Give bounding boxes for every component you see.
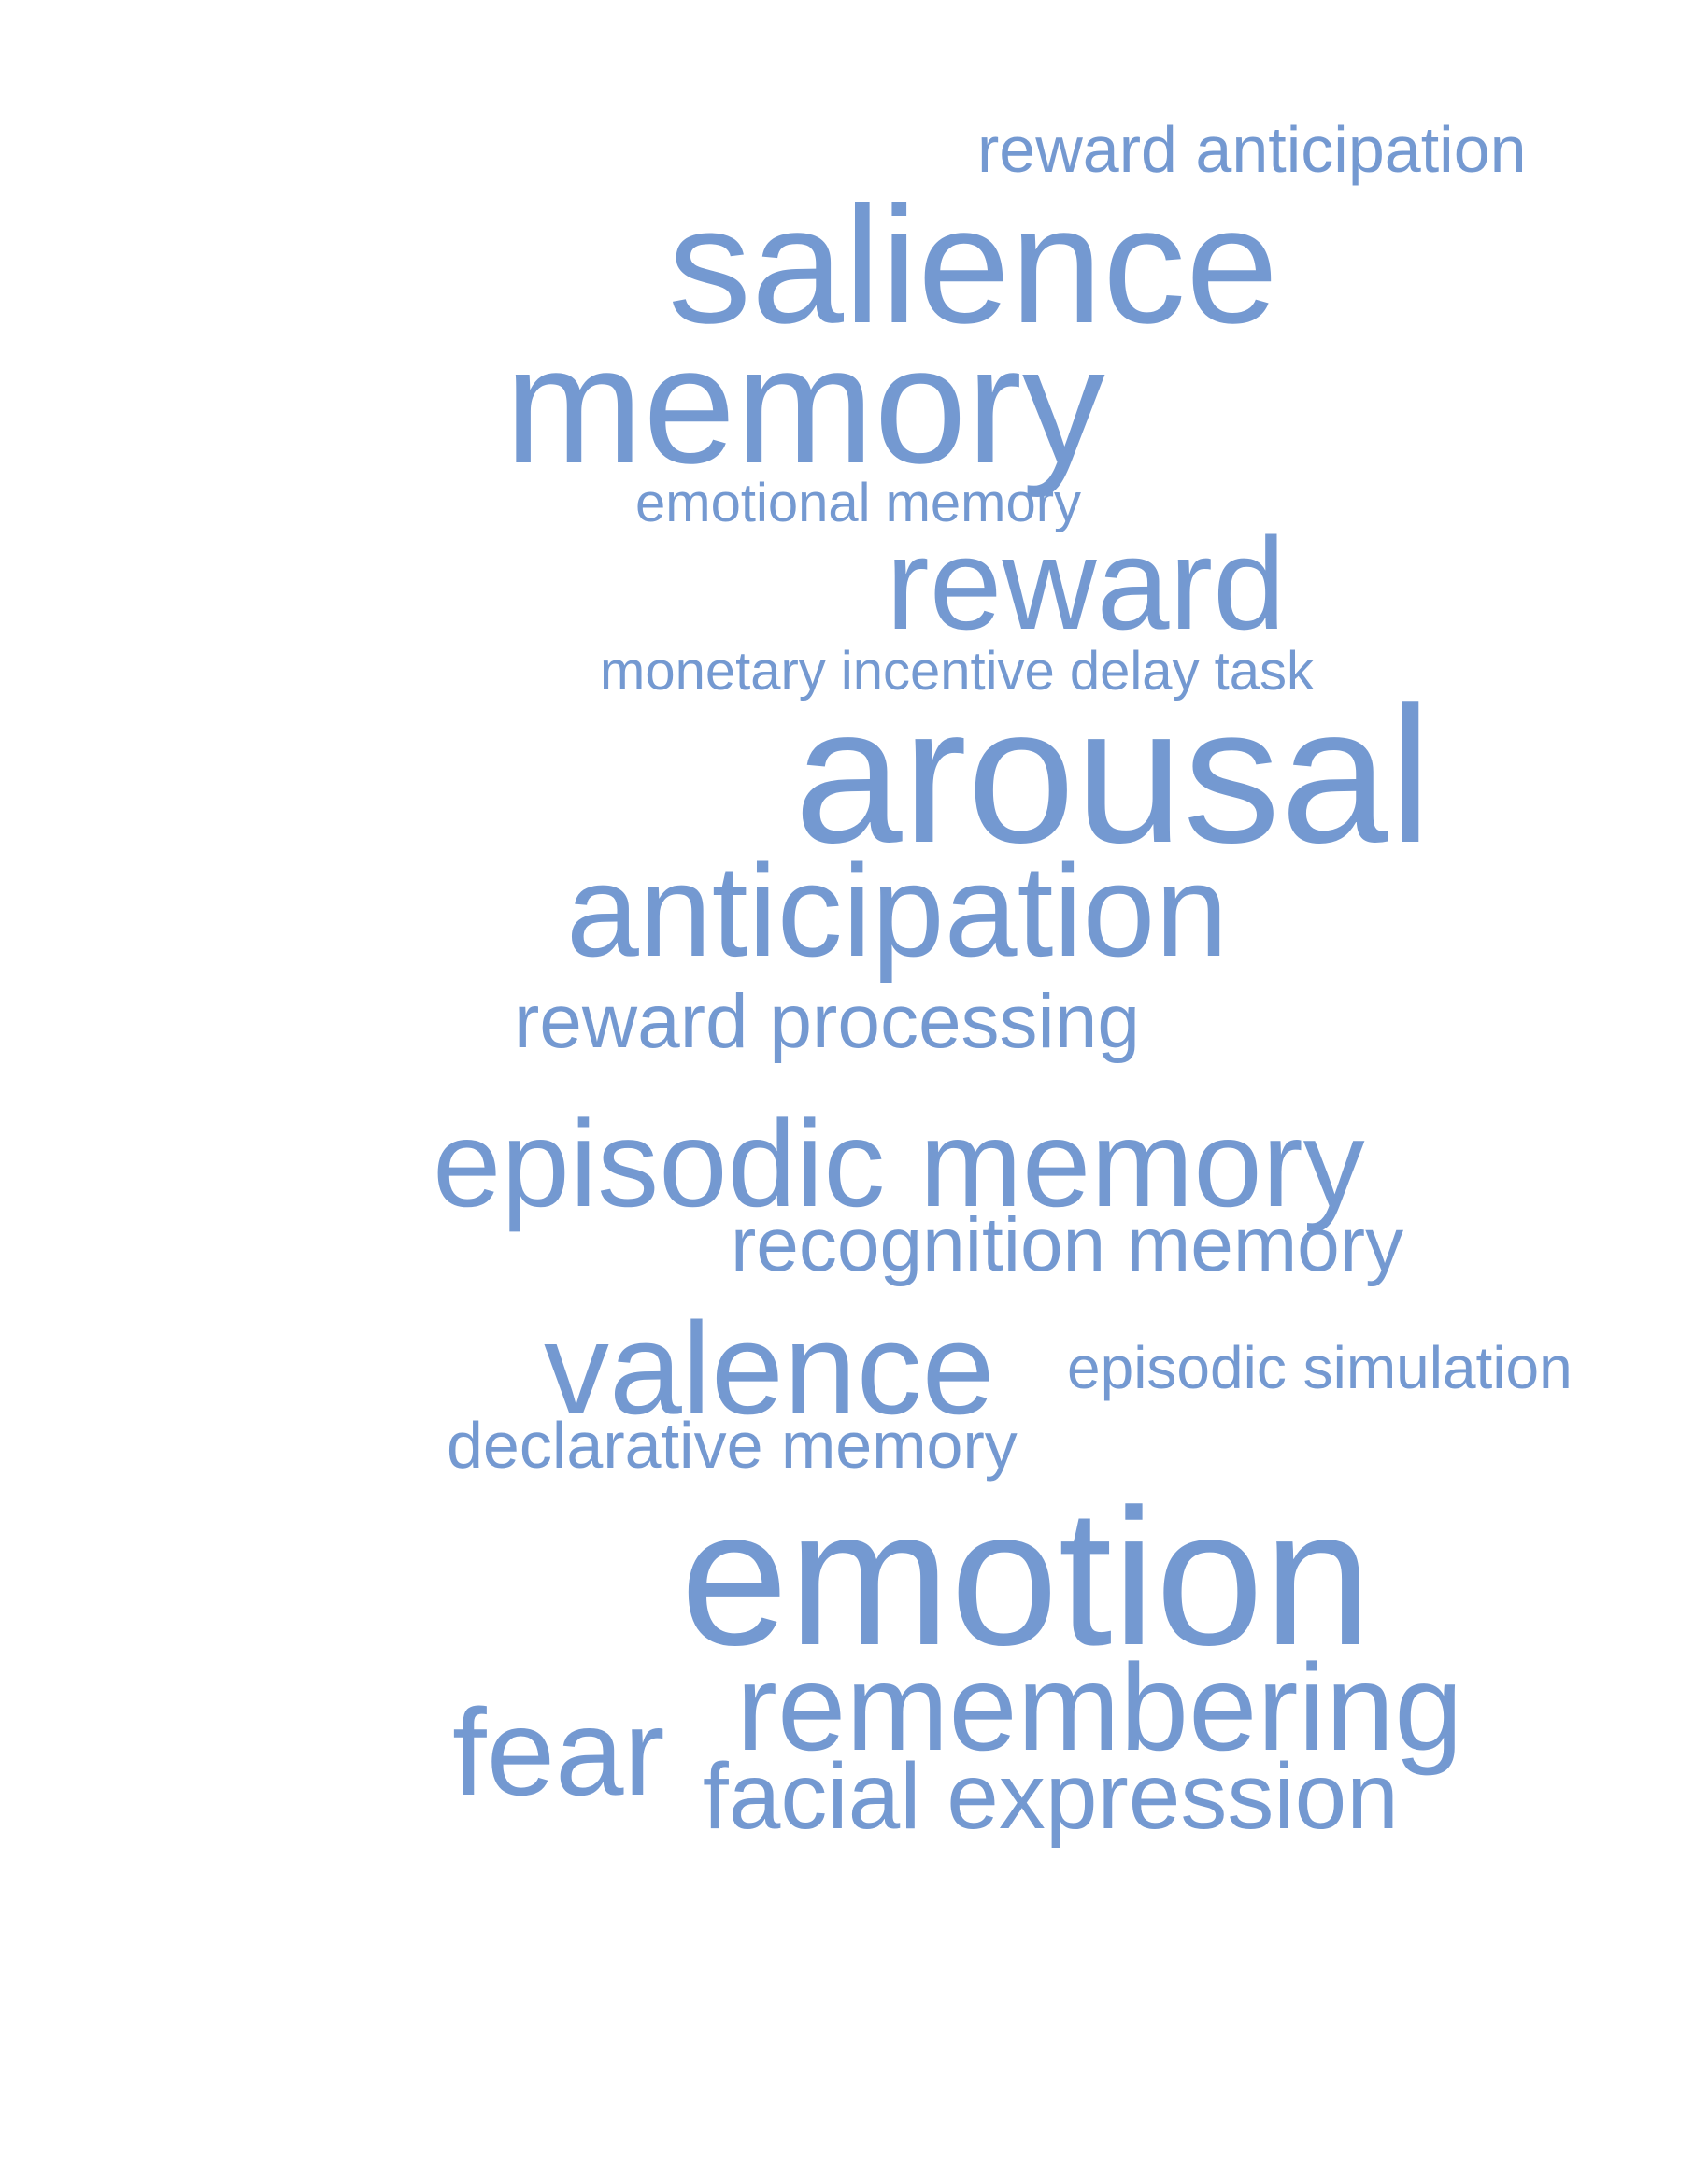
word-reward: reward — [886, 510, 1286, 657]
word-arousal: arousal — [794, 667, 1432, 884]
word-memory: memory — [505, 312, 1105, 498]
word-remembering: remembering — [736, 1639, 1463, 1776]
word-anticipation: anticipation — [566, 837, 1229, 984]
word-facial-expression: facial expression — [703, 1744, 1399, 1849]
word-reward-anticipation: reward anticipation — [977, 113, 1527, 186]
word-monetary-incentive-delay-task: monetary incentive delay task — [600, 641, 1315, 702]
word-episodic-simulation: episodic simulation — [1067, 1334, 1573, 1401]
word-salience: salience — [668, 172, 1279, 358]
word-valence: valence — [544, 1295, 995, 1441]
word-reward-processing: reward processing — [514, 979, 1140, 1064]
word-fear: fear — [452, 1683, 665, 1821]
word-declarative-memory: declarative memory — [447, 1409, 1018, 1482]
word-episodic-memory: episodic memory — [433, 1095, 1365, 1232]
word-emotional-memory: emotional memory — [635, 473, 1082, 533]
word-emotion: emotion — [680, 1469, 1372, 1686]
word-recognition-memory: recognition memory — [731, 1202, 1404, 1287]
